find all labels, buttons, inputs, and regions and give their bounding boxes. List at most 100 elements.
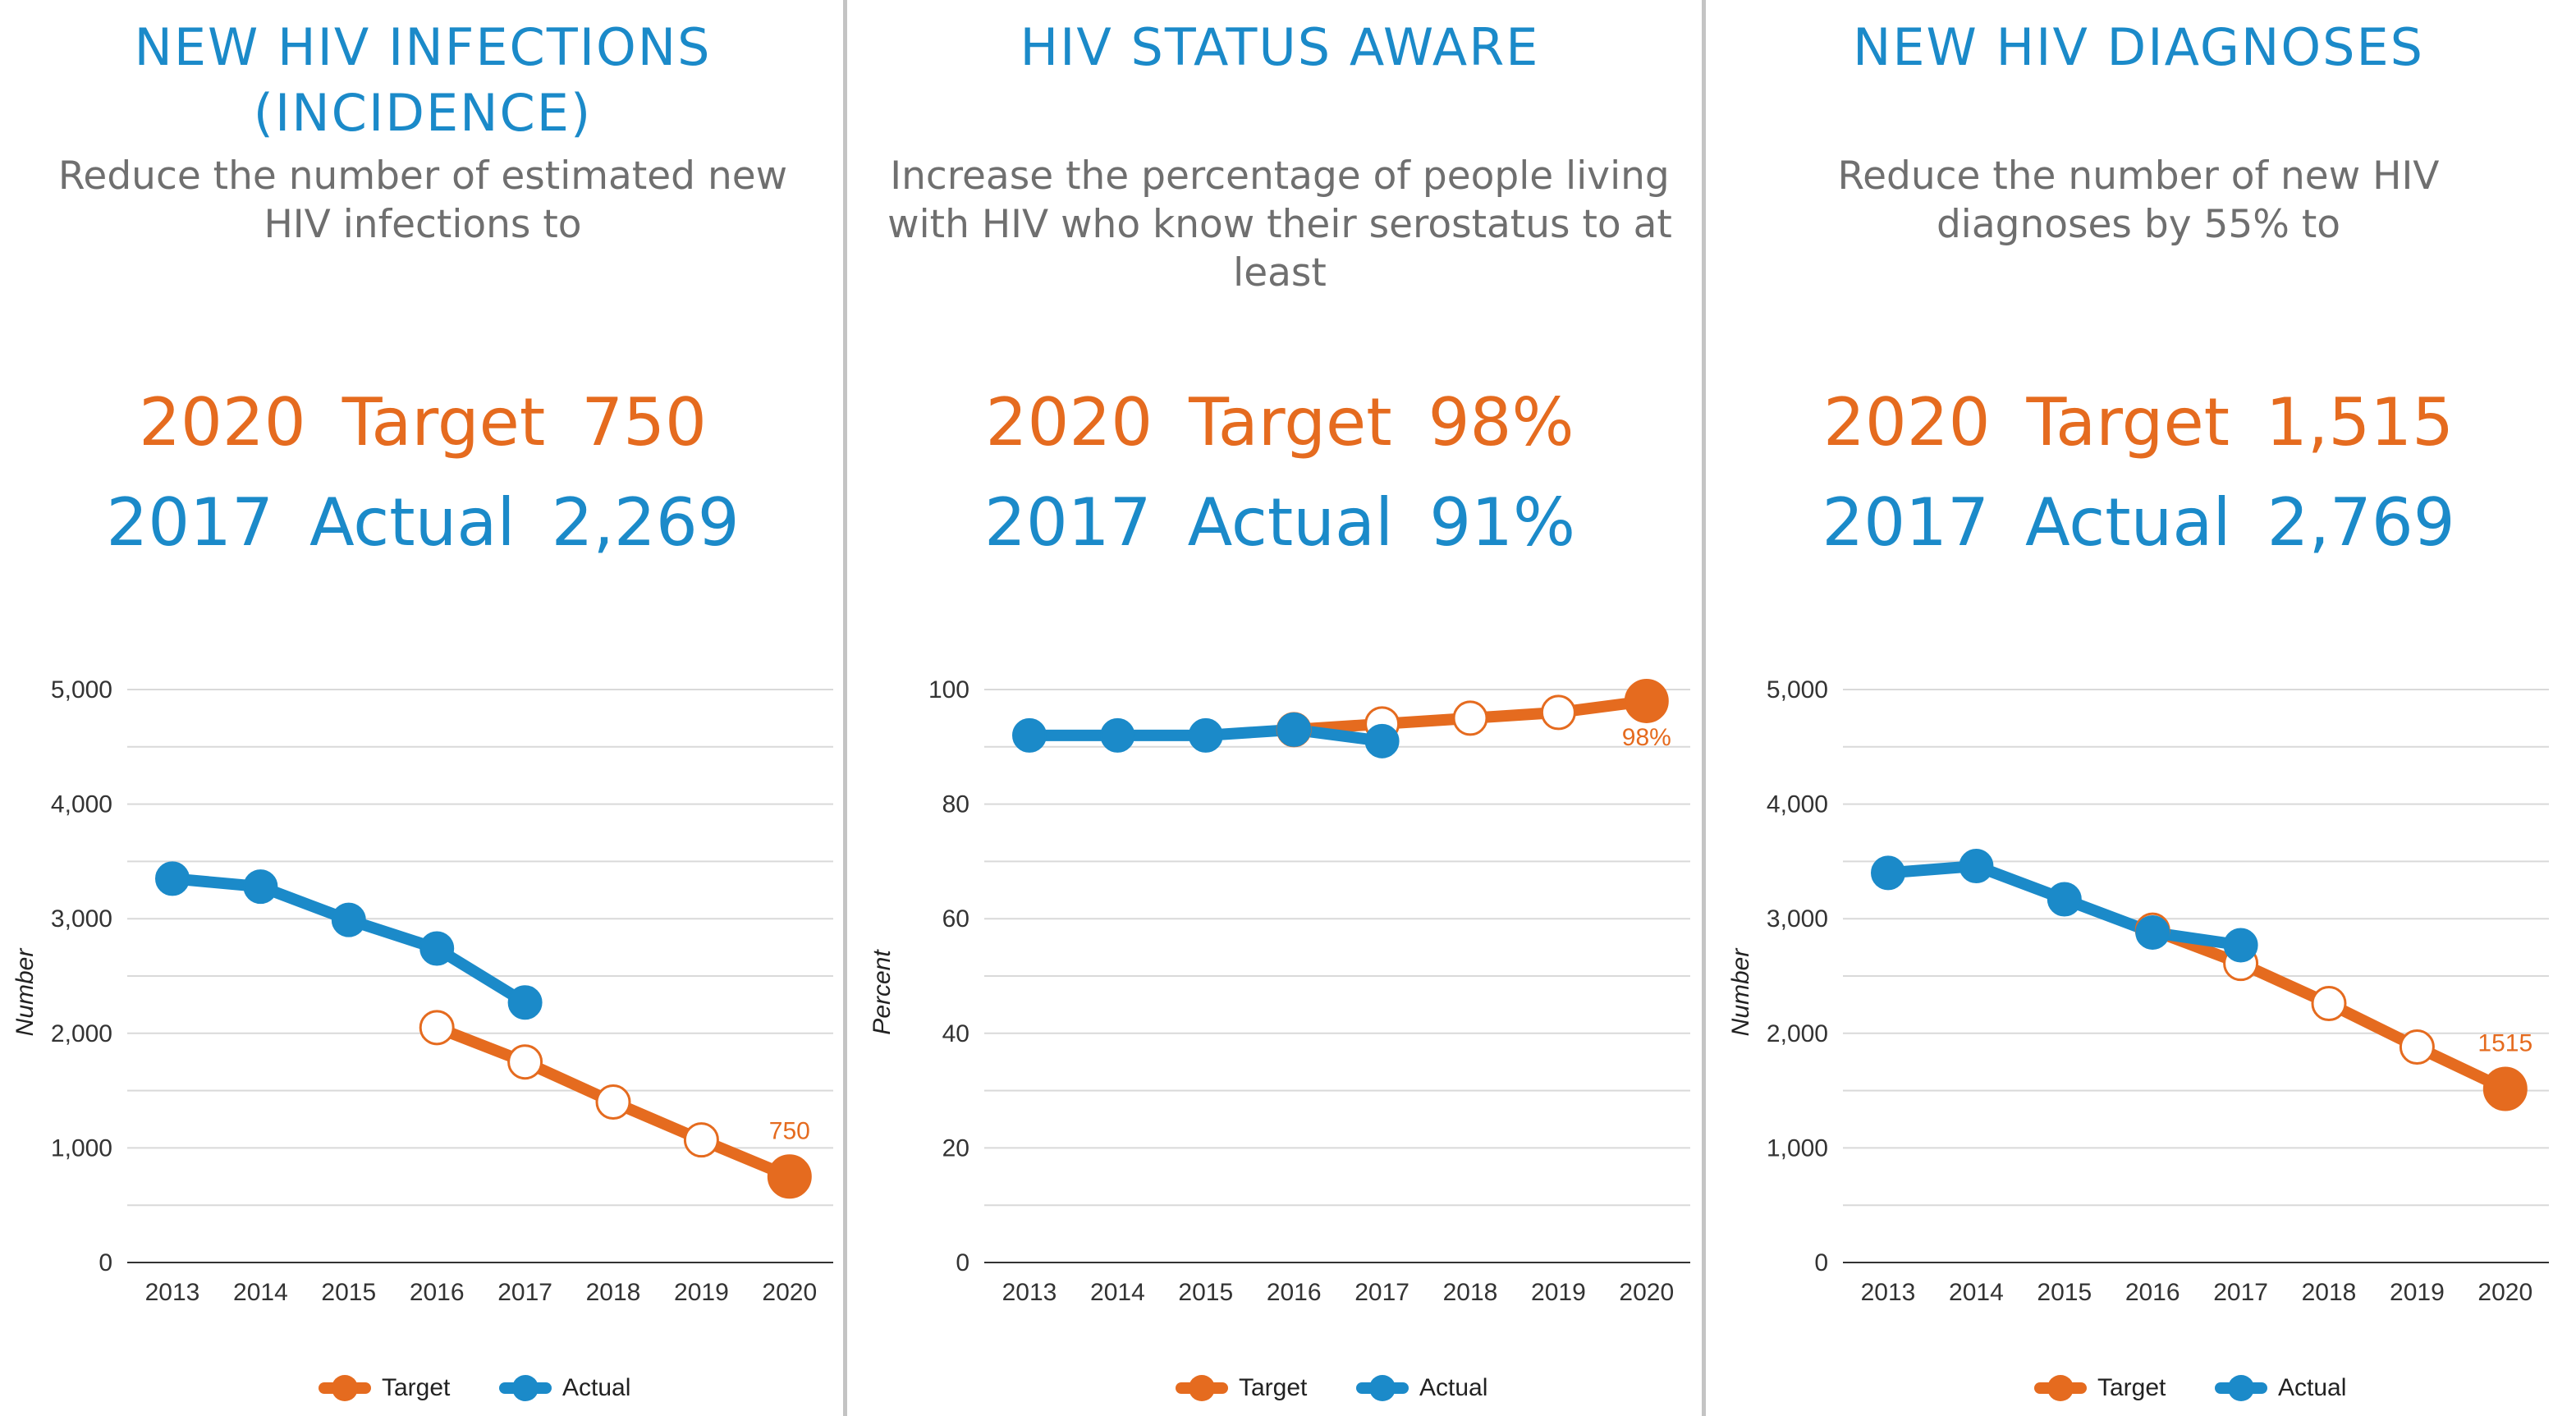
- y-tick-label: 60: [942, 905, 969, 933]
- x-tick-label: 2020: [2477, 1279, 2532, 1306]
- legend-target-marker: [332, 1375, 358, 1401]
- y-tick-label: 2,000: [51, 1020, 112, 1047]
- legend-target-label: Target: [1239, 1374, 1308, 1401]
- target-data-point: [2311, 986, 2347, 1022]
- x-tick-label: 2014: [1090, 1279, 1145, 1306]
- x-tick-label: 2014: [1949, 1279, 2004, 1306]
- target-data-point: [507, 1044, 543, 1080]
- actual-data-point: [1277, 712, 1312, 747]
- legend-target-label: Target: [382, 1374, 451, 1401]
- actual-stat: 2017 Actual 91%: [857, 482, 1703, 564]
- y-tick-label: 0: [956, 1249, 969, 1276]
- line-chart-new-hiv-diagnoses: 0 1,000 2,000 3,000 4,000 5,000 Number 2013 2014…: [1727, 676, 2549, 1401]
- y-tick-label: 5,000: [1767, 676, 1828, 703]
- legend-target-marker: [1189, 1375, 1215, 1401]
- actual-data-point: [507, 985, 543, 1020]
- x-tick-label: 2013: [1861, 1279, 1916, 1306]
- line-chart-new-hiv-infections: 0 1,000 2,000 3,000 4,000 5,000 Number 2013 2014…: [11, 676, 833, 1401]
- target-data-point: [1624, 678, 1669, 723]
- target-value: 98%: [1428, 384, 1574, 461]
- actual-label: Actual: [309, 484, 516, 561]
- legend-actual-marker: [2228, 1375, 2254, 1401]
- panel-new-hiv-infections: NEW HIV INFECTIONS (INCIDENCE) Reduce th…: [0, 0, 846, 1416]
- x-tick-label: 2019: [2390, 1279, 2445, 1306]
- x-tick-label: 2019: [1531, 1279, 1586, 1306]
- target-year: 2020: [985, 384, 1153, 461]
- panel-new-hiv-diagnoses: NEW HIV DIAGNOSES Reduce the number of n…: [1716, 0, 2561, 1416]
- x-tick-label: 2019: [674, 1279, 729, 1306]
- y-axis-title: Number: [1727, 948, 1754, 1037]
- y-tick-label: 4,000: [51, 791, 112, 818]
- target-data-point: [1452, 700, 1488, 736]
- panel-title: HIV STATUS AWARE: [857, 15, 1703, 80]
- panel-hiv-status-aware: HIV STATUS AWARE Increase the percentage…: [857, 0, 1703, 1416]
- panel-title: NEW HIV DIAGNOSES: [1716, 15, 2561, 80]
- target-data-label: 750: [769, 1117, 810, 1144]
- x-tick-label: 2017: [2213, 1279, 2268, 1306]
- y-tick-label: 1,000: [1767, 1134, 1828, 1162]
- y-axis-title: Number: [11, 948, 39, 1037]
- panel-title-line: NEW HIV INFECTIONS: [134, 17, 712, 77]
- actual-year: 2017: [983, 484, 1152, 561]
- actual-data-point: [1871, 855, 1905, 891]
- x-tick-label: 2017: [497, 1279, 552, 1306]
- x-tick-label: 2017: [1354, 1279, 1409, 1306]
- y-tick-label: 5,000: [51, 676, 112, 703]
- legend-actual-label: Actual: [2278, 1374, 2346, 1401]
- y-tick-label: 40: [942, 1020, 969, 1047]
- panel-title: NEW HIV INFECTIONS (INCIDENCE): [0, 15, 846, 146]
- y-tick-label: 20: [942, 1134, 969, 1162]
- target-label: Target: [2026, 384, 2230, 461]
- legend-actual-label: Actual: [1419, 1374, 1487, 1401]
- panel-title-line: (INCIDENCE): [253, 83, 593, 143]
- target-stat: 2020 Target 1,515: [1716, 382, 2561, 464]
- target-value: 1,515: [2266, 384, 2455, 461]
- panel-subtitle: Increase the percentage of people living…: [887, 154, 1672, 296]
- target-data-point: [2482, 1066, 2528, 1111]
- target-data-label: 98%: [1622, 724, 1671, 751]
- actual-data-point: [2223, 928, 2258, 963]
- x-tick-label: 2018: [2302, 1279, 2357, 1306]
- y-tick-label: 2,000: [1767, 1020, 1828, 1047]
- target-stat: 2020 Target 750: [0, 382, 846, 464]
- legend-actual-marker: [1369, 1375, 1396, 1401]
- target-data-point: [2399, 1029, 2435, 1065]
- target-year: 2020: [1822, 384, 1991, 461]
- target-label: Target: [341, 384, 546, 461]
- actual-value: 2,769: [2267, 484, 2455, 561]
- actual-data-point: [1012, 717, 1047, 753]
- x-tick-label: 2016: [2125, 1279, 2180, 1306]
- actual-year: 2017: [106, 484, 273, 561]
- actual-data-point: [1364, 723, 1400, 758]
- actual-data-point: [1100, 717, 1135, 753]
- actual-value: 2,269: [551, 484, 740, 561]
- panel-title-line: NEW HIV DIAGNOSES: [1852, 17, 2425, 77]
- y-tick-label: 4,000: [1767, 791, 1828, 818]
- y-tick-label: 1,000: [51, 1134, 112, 1162]
- actual-value: 91%: [1429, 484, 1576, 561]
- x-tick-label: 2020: [762, 1279, 817, 1306]
- actual-data-point: [331, 902, 366, 937]
- y-axis-title: Percent: [869, 949, 896, 1035]
- actual-data-point: [243, 869, 278, 905]
- panel-title-line: HIV STATUS AWARE: [1020, 17, 1540, 77]
- x-tick-label: 2018: [1443, 1279, 1498, 1306]
- y-tick-label: 0: [99, 1249, 112, 1276]
- actual-data-point: [2047, 882, 2082, 917]
- actual-data-point: [419, 931, 455, 966]
- actual-data-point: [2135, 914, 2170, 950]
- x-tick-label: 2016: [410, 1279, 465, 1306]
- x-tick-label: 2020: [1619, 1279, 1674, 1306]
- line-chart-hiv-status-aware: 0 20 40 60 80 100 Percent 2013 2014 2015 2016 2017 2…: [869, 676, 1690, 1401]
- x-tick-label: 2018: [586, 1279, 641, 1306]
- y-tick-label: 3,000: [1767, 905, 1828, 933]
- target-label: Target: [1189, 384, 1392, 461]
- actual-data-point: [1959, 848, 1994, 883]
- actual-series-line: [167, 873, 531, 1009]
- x-tick-label: 2013: [145, 1279, 200, 1306]
- panel-divider-left: [843, 0, 847, 1416]
- actual-data-point: [1188, 717, 1223, 753]
- x-tick-label: 2013: [1002, 1279, 1057, 1306]
- y-tick-label: 3,000: [51, 905, 112, 933]
- panel-subtitle: Reduce the number of new HIV diagnoses b…: [1837, 154, 2440, 247]
